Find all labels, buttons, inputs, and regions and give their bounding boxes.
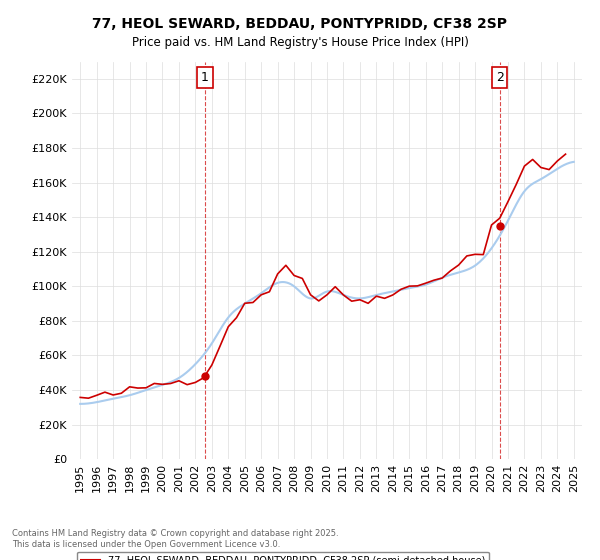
Legend: 77, HEOL SEWARD, BEDDAU, PONTYPRIDD, CF38 2SP (semi-detached house), HPI: Averag: 77, HEOL SEWARD, BEDDAU, PONTYPRIDD, CF3… bbox=[77, 552, 489, 560]
Text: 1: 1 bbox=[201, 71, 209, 84]
Text: 2: 2 bbox=[496, 71, 503, 84]
Text: Contains HM Land Registry data © Crown copyright and database right 2025.
This d: Contains HM Land Registry data © Crown c… bbox=[12, 529, 338, 549]
Text: 77, HEOL SEWARD, BEDDAU, PONTYPRIDD, CF38 2SP: 77, HEOL SEWARD, BEDDAU, PONTYPRIDD, CF3… bbox=[92, 17, 508, 31]
Text: Price paid vs. HM Land Registry's House Price Index (HPI): Price paid vs. HM Land Registry's House … bbox=[131, 36, 469, 49]
